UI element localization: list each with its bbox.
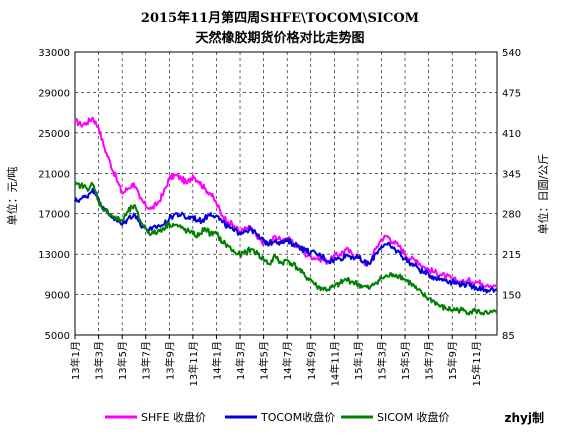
right-y-tick-label: 540 <box>502 48 521 59</box>
left-y-tick-label: 29000 <box>38 88 70 99</box>
legend: SHFE 收盘价 TOCOM收盘价 SICOM 收盘价 <box>105 410 450 424</box>
right-y-axis-ticks: 540 475 410 345 280 215 150 85 <box>502 48 521 342</box>
left-y-tick-label: 21000 <box>38 169 70 180</box>
grid-lines <box>75 52 497 335</box>
x-tick-label: 14年9月 <box>305 341 318 380</box>
series-layer <box>74 116 498 316</box>
chart-subtitle: 天然橡胶期货价格对比走势图 <box>195 30 364 46</box>
right-y-tick-label: 410 <box>502 129 521 140</box>
legend-label-2: SICOM 收盘价 <box>377 410 450 424</box>
legend-label-1: TOCOM收盘价 <box>260 410 335 424</box>
series-line-2 <box>74 181 498 316</box>
right-y-tick-label: 85 <box>502 331 515 342</box>
x-tick-label: 14年5月 <box>258 341 271 380</box>
legend-label-0: SHFE 收盘价 <box>141 410 206 424</box>
x-tick-label: 14年3月 <box>234 341 247 380</box>
chart-credit: zhyj制 <box>505 410 544 425</box>
right-y-tick-label: 280 <box>502 210 521 221</box>
right-y-tick-label: 345 <box>502 169 521 180</box>
left-y-tick-label: 25000 <box>38 129 70 140</box>
x-tick-label: 13年3月 <box>93 341 106 380</box>
x-tick-label: 13年5月 <box>116 341 129 380</box>
right-y-tick-label: 215 <box>502 250 521 261</box>
right-y-tick-label: 150 <box>502 291 521 302</box>
x-tick-label: 13年7月 <box>140 341 153 380</box>
x-tick-label: 15年3月 <box>375 341 388 380</box>
x-tick-label: 15年7月 <box>423 341 436 380</box>
left-y-tick-label: 9000 <box>45 291 70 302</box>
left-y-axis-ticks: 33000 29000 25000 21000 17000 13000 9000 5000 <box>38 48 70 342</box>
x-tick-label: 15年1月 <box>352 341 365 380</box>
x-axis-ticks: 13年1月 13年3月 13年5月 13年7月 13年9月 13年11月 14年1月 14年3… <box>69 335 483 386</box>
x-tick-label: 15年5月 <box>399 341 412 380</box>
left-y-tick-label: 17000 <box>38 210 70 221</box>
x-tick-label: 14年11月 <box>328 341 341 386</box>
x-tick-label: 15年9月 <box>446 341 459 380</box>
left-y-axis-label: 单位：元/吨 <box>5 167 19 226</box>
left-y-tick-label: 13000 <box>38 250 70 261</box>
chart-title: 2015年11月第四周SHFE\TOCOM\SICOM <box>141 10 419 26</box>
x-tick-label: 14年1月 <box>210 341 223 380</box>
right-y-tick-label: 475 <box>502 88 521 99</box>
x-tick-label: 13年9月 <box>163 341 176 380</box>
x-tick-label: 15年11月 <box>470 341 483 386</box>
x-tick-label: 13年1月 <box>69 341 82 380</box>
x-tick-label: 14年7月 <box>281 341 294 380</box>
plot-area <box>74 51 498 336</box>
right-y-axis-label: 单位：日圆/公斤 <box>536 154 550 235</box>
left-y-tick-label: 33000 <box>38 48 70 59</box>
x-tick-label: 13年11月 <box>187 341 200 386</box>
left-y-tick-label: 5000 <box>45 331 70 342</box>
